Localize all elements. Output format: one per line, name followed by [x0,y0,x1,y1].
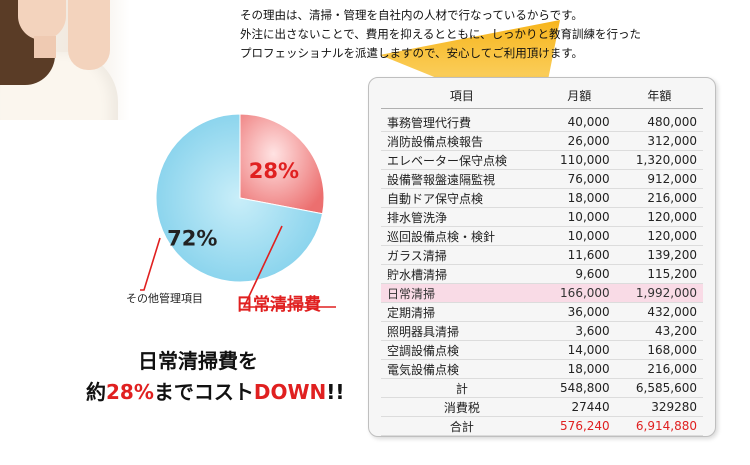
cost-table-panel: 項目 月額 年額 事務管理代行費 40,000 480,000 消防設備点検報告 26,… [368,77,716,437]
header-item: 項目 [381,82,543,109]
row-item: ガラス清掃 [381,245,543,265]
tax-row: 消費税 27440 329280 [381,397,703,417]
row-monthly: 18,000 [542,188,616,208]
row-item: 定期清掃 [381,302,543,322]
row-item: 巡回設備点検・検針 [381,226,543,246]
subtotal-annual: 6,585,600 [615,378,703,398]
row-monthly: 11,600 [542,245,616,265]
row-item: エレベーター保守点検 [381,150,543,170]
row-item: 電気設備点検 [381,359,543,379]
headline-mid: までコスト [153,380,254,404]
row-item: 空調設備点検 [381,340,543,360]
table-row: 日常清掃 166,000 1,992,000 [381,283,703,303]
row-annual: 168,000 [615,340,703,360]
headline-pct: 28% [106,380,154,404]
table-row: 電気設備点検 18,000 216,000 [381,359,703,379]
leader-line-daily [242,225,336,308]
table-row: 貯水槽清掃 9,600 115,200 [381,264,703,284]
row-annual: 312,000 [615,131,703,151]
intro-text: その理由は、清掃・管理を自社内の人材で行なっているからです。 外注に出さないこと… [240,6,641,63]
row-annual: 120,000 [615,207,703,227]
table-row: エレベーター保守点検 110,000 1,320,000 [381,150,703,170]
tax-monthly: 27440 [542,397,616,417]
row-item: 設備警報盤遠隔監視 [381,169,543,189]
row-item: 事務管理代行費 [381,108,543,132]
row-monthly: 18,000 [542,359,616,379]
grand-monthly: 576,240 [542,416,616,436]
row-annual: 115,200 [615,264,703,284]
cost-pie-chart: 28% 72% [140,113,336,308]
pie-slice-label: 72% [167,227,217,251]
row-annual: 216,000 [615,359,703,379]
row-annual: 1,320,000 [615,150,703,170]
subtotal-row: 計 548,800 6,585,600 [381,378,703,398]
table-row: 空調設備点検 14,000 168,000 [381,340,703,360]
row-annual: 480,000 [615,108,703,132]
row-item: 照明器具清掃 [381,321,543,341]
row-annual: 43,200 [615,321,703,341]
row-annual: 120,000 [615,226,703,246]
grand-label: 合計 [381,416,543,436]
person-photo [0,0,130,120]
intro-line-3: プロフェッショナルを派遣しますので、安心してご利用頂けます。 [240,46,584,60]
pie-slice [155,113,324,283]
row-item: 自動ドア保守点検 [381,188,543,208]
table-row: 照明器具清掃 3,600 43,200 [381,321,703,341]
row-monthly: 10,000 [542,207,616,227]
table-row: 事務管理代行費 40,000 480,000 [381,108,703,132]
cost-table: 項目 月額 年額 事務管理代行費 40,000 480,000 消防設備点検報告 26,… [381,82,703,436]
row-monthly: 3,600 [542,321,616,341]
header-annual: 年額 [615,82,703,109]
row-item: 排水管洗浄 [381,207,543,227]
row-annual: 1,992,000 [615,283,703,303]
tax-annual: 329280 [615,397,703,417]
row-item: 消防設備点検報告 [381,131,543,151]
header-monthly: 月額 [542,82,616,109]
table-row: 排水管洗浄 10,000 120,000 [381,207,703,227]
table-row: 設備警報盤遠隔監視 76,000 912,000 [381,169,703,189]
row-item: 日常清掃 [381,283,543,303]
row-monthly: 14,000 [542,340,616,360]
leader-line-other [140,237,161,291]
row-monthly: 76,000 [542,169,616,189]
subtotal-monthly: 548,800 [542,378,616,398]
headline-line-1: 日常清掃費を [138,349,258,373]
table-row: ガラス清掃 11,600 139,200 [381,245,703,265]
subtotal-label: 計 [381,378,543,398]
intro-line-2: 外注に出さないことで、費用を抑えるとともに、しっかりと教育訓練を行った [240,27,642,41]
table-row: 定期清掃 36,000 432,000 [381,302,703,322]
intro-line-1: その理由は、清掃・管理を自社内の人材で行なっているからです。 [240,8,583,22]
pie-slice [239,113,325,215]
grand-total-row: 合計 576,240 6,914,880 [381,416,703,436]
table-header-row: 項目 月額 年額 [381,82,703,109]
table-row: 消防設備点検報告 26,000 312,000 [381,131,703,151]
headline-down: DOWN [253,380,327,404]
headline-line-2: 約28%までコストDOWN!! [86,376,345,405]
row-monthly: 26,000 [542,131,616,151]
row-monthly: 10,000 [542,226,616,246]
table-row: 自動ドア保守点検 18,000 216,000 [381,188,703,208]
row-monthly: 36,000 [542,302,616,322]
label-other-items: その他管理項目 [126,292,203,305]
row-monthly: 9,600 [542,264,616,284]
table-row: 巡回設備点検・検針 10,000 120,000 [381,226,703,246]
row-annual: 912,000 [615,169,703,189]
row-monthly: 40,000 [542,108,616,132]
row-annual: 216,000 [615,188,703,208]
pie-slice-label: 28% [249,159,299,183]
tax-label: 消費税 [381,397,543,417]
row-monthly: 166,000 [542,283,616,303]
headline-prefix: 約 [86,380,106,404]
row-item: 貯水槽清掃 [381,264,543,284]
grand-annual: 6,914,880 [615,416,703,436]
row-monthly: 110,000 [542,150,616,170]
row-annual: 139,200 [615,245,703,265]
headline-suffix: !! [326,380,345,404]
row-annual: 432,000 [615,302,703,322]
label-daily-cleaning: 日常清掃費 [236,295,321,315]
